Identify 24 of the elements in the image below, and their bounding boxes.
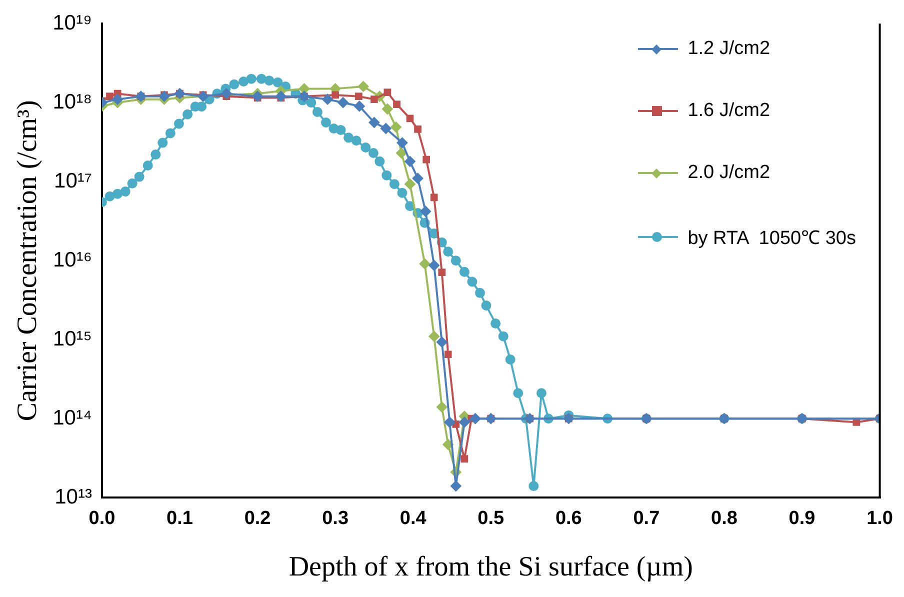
y-tick-label: 10¹³ <box>54 485 92 508</box>
legend-label: 1.2 J/cm2 <box>688 38 770 60</box>
legend-label: 1.6 J/cm2 <box>688 100 770 122</box>
x-tick-label: 0.9 <box>788 508 816 530</box>
x-tick-label: 1.0 <box>866 508 894 530</box>
y-tick-label: 10¹⁷ <box>54 169 92 192</box>
x-axis-title: Depth of x from the Si surface (µm) <box>288 552 693 583</box>
y-tick-label: 10¹⁸ <box>52 90 92 114</box>
legend-label: 2.0 J/cm2 <box>688 162 770 184</box>
y-tick-label: 10¹⁶ <box>52 248 92 272</box>
y-tick-label: 10¹⁹ <box>52 11 92 34</box>
legend-label: by RTA 1050℃ 30s <box>688 227 856 250</box>
x-tick-label: 0.0 <box>88 508 116 530</box>
x-tick-label: 0.3 <box>322 508 349 530</box>
y-tick-label: 10¹⁴ <box>52 406 92 430</box>
x-tick-label: 0.7 <box>633 508 660 530</box>
x-tick-label: 0.1 <box>166 508 194 530</box>
x-tick-label: 0.5 <box>478 508 505 530</box>
y-tick-label: 10¹⁵ <box>52 327 92 350</box>
x-tick-label: 0.8 <box>711 508 738 530</box>
x-tick-label: 0.4 <box>400 508 427 530</box>
x-tick-label: 0.2 <box>244 508 271 530</box>
x-tick-label: 0.6 <box>555 508 582 530</box>
y-axis-title: Carrier Concentration (/cm³) <box>12 100 44 422</box>
